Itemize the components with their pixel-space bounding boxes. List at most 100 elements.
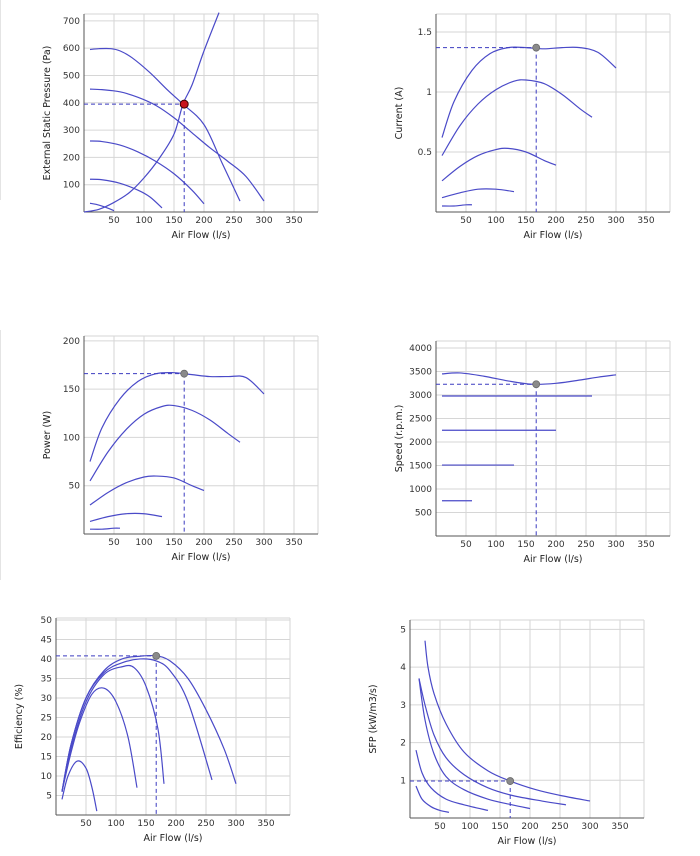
sfp-y-tick-label: 4 (400, 663, 406, 673)
sfp-y-tick-label: 1 (400, 776, 406, 786)
speed-x-tick-label: 50 (460, 540, 472, 550)
speed-x-tick-label: 350 (637, 540, 654, 550)
speed-x-tick-label: 100 (487, 540, 504, 550)
left-edge-line (0, 0, 1, 200)
sfp-x-tick-label: 250 (551, 822, 568, 832)
power-x-tick-label: 50 (108, 538, 120, 548)
sfp-y-tick-label: 5 (400, 625, 406, 635)
power-fan-curve (89, 371, 265, 462)
power-y-axis-title: Power (W) (42, 411, 53, 460)
sfp-fan-curve (424, 640, 591, 802)
efficiency-fan-curve (61, 658, 213, 792)
pressure-x-tick-label: 200 (195, 216, 212, 226)
power-fan-curve (89, 512, 163, 523)
speed-fan-curve (441, 372, 617, 385)
pressure-fan-curve (89, 178, 163, 209)
sfp-x-tick-label: 200 (521, 822, 538, 832)
current-x-tick-label: 50 (460, 216, 472, 226)
power-x-tick-label: 100 (135, 538, 152, 548)
pressure-x-tick-label: 300 (255, 216, 272, 226)
efficiency-x-tick-label: 350 (257, 819, 274, 829)
speed-x-tick-label: 200 (547, 540, 564, 550)
power-y-tick-label: 200 (63, 337, 80, 347)
efficiency-y-axis-title: Efficiency (%) (14, 684, 25, 749)
pressure-x-tick-label: 350 (285, 216, 302, 226)
speed-y-tick-label: 3000 (409, 391, 432, 401)
power-chart: 50 100 150 200 250 300 350 50 100 150 200 Air Flow … (42, 335, 319, 563)
efficiency-y-tick-label: 10 (41, 772, 53, 782)
sfp-y-tick-label: 2 (400, 739, 406, 749)
power-fan-curve (89, 527, 121, 530)
pressure-y-tick-label: 300 (63, 126, 80, 136)
pressure-x-tick-label: 100 (135, 216, 152, 226)
pressure-y-tick-label: 500 (63, 71, 80, 81)
sfp-x-tick-label: 150 (491, 822, 508, 832)
power-x-tick-label: 300 (255, 538, 272, 548)
speed-y-tick-label: 4000 (409, 344, 432, 354)
pressure-chart: 50 100 150 200 250 300 350 100 200 300 400 500 600 70… (42, 12, 319, 241)
power-x-tick-label: 350 (285, 538, 302, 548)
current-y-tick-label: 1.5 (418, 28, 432, 38)
left-edge-line (0, 330, 1, 580)
power-y-tick-label: 100 (63, 433, 80, 443)
pressure-fan-curve (89, 140, 205, 205)
efficiency-y-tick-label: 20 (41, 733, 53, 743)
efficiency-y-tick-label: 35 (41, 674, 52, 684)
pressure-x-tick-label: 250 (225, 216, 242, 226)
speed-x-tick-label: 300 (607, 540, 624, 550)
sfp-x-tick-label: 100 (461, 822, 478, 832)
sfp-fan-curve (418, 678, 567, 806)
power-x-tick-label: 150 (165, 538, 182, 548)
pressure-fan-curve (89, 47, 241, 202)
speed-y-tick-label: 2500 (409, 415, 432, 425)
current-fan-curve (441, 147, 557, 182)
sfp-x-tick-label: 350 (611, 822, 628, 832)
pressure-y-axis-title: External Static Pressure (Pa) (42, 46, 53, 181)
efficiency-x-axis-title: Air Flow (l/s) (144, 833, 203, 844)
pressure-fan-curve (89, 202, 115, 212)
current-x-tick-label: 250 (577, 216, 594, 226)
pressure-y-tick-label: 600 (63, 44, 80, 54)
pressure-system-curve (83, 12, 220, 213)
current-fan-curve (441, 188, 515, 199)
efficiency-y-tick-label: 25 (41, 713, 52, 723)
sfp-x-tick-label: 50 (434, 822, 446, 832)
efficiency-x-tick-label: 150 (137, 819, 154, 829)
efficiency-x-tick-label: 100 (107, 819, 124, 829)
efficiency-x-tick-label: 50 (80, 819, 92, 829)
current-x-tick-label: 300 (607, 216, 624, 226)
sfp-operating-point (506, 777, 515, 785)
power-fan-curve (89, 475, 205, 506)
power-operating-point (180, 369, 189, 378)
pressure-y-tick-label: 700 (63, 17, 80, 27)
current-y-tick-label: 1 (426, 88, 432, 98)
speed-operating-point (532, 380, 541, 389)
pressure-y-tick-label: 400 (63, 99, 80, 109)
speed-y-tick-label: 1000 (409, 485, 432, 495)
current-chart: 50 100 150 200 250 300 350 0.5 1 1.5 Air Flow (l/s… (394, 13, 671, 241)
efficiency-fan-curve (61, 687, 138, 792)
speed-x-axis-title: Air Flow (l/s) (524, 554, 583, 565)
current-x-axis-title: Air Flow (l/s) (524, 230, 583, 241)
efficiency-operating-point (152, 651, 161, 660)
power-x-tick-label: 200 (195, 538, 212, 548)
power-y-tick-label: 50 (69, 482, 81, 492)
pressure-fan-curve (89, 88, 265, 202)
efficiency-chart: 50 100 150 200 250 300 350 5 10 15 20 25 30 35 40 45 50 A… (14, 616, 291, 844)
pressure-operating-point (179, 99, 189, 109)
speed-y-axis-title: Speed (r.p.m.) (394, 405, 405, 473)
efficiency-y-tick-label: 5 (46, 791, 52, 801)
speed-x-tick-label: 250 (577, 540, 594, 550)
sfp-y-tick-label: 3 (400, 701, 406, 711)
current-x-tick-label: 100 (487, 216, 504, 226)
speed-y-tick-label: 1500 (409, 462, 432, 472)
sfp-x-tick-label: 300 (581, 822, 598, 832)
current-x-tick-label: 200 (547, 216, 564, 226)
current-x-tick-label: 150 (517, 216, 534, 226)
speed-y-tick-label: 500 (415, 509, 432, 519)
sfp-x-axis-title: Air Flow (l/s) (498, 836, 557, 847)
efficiency-fan-curve (61, 760, 98, 812)
efficiency-y-tick-label: 30 (41, 694, 53, 704)
power-x-axis-title: Air Flow (l/s) (172, 552, 231, 563)
